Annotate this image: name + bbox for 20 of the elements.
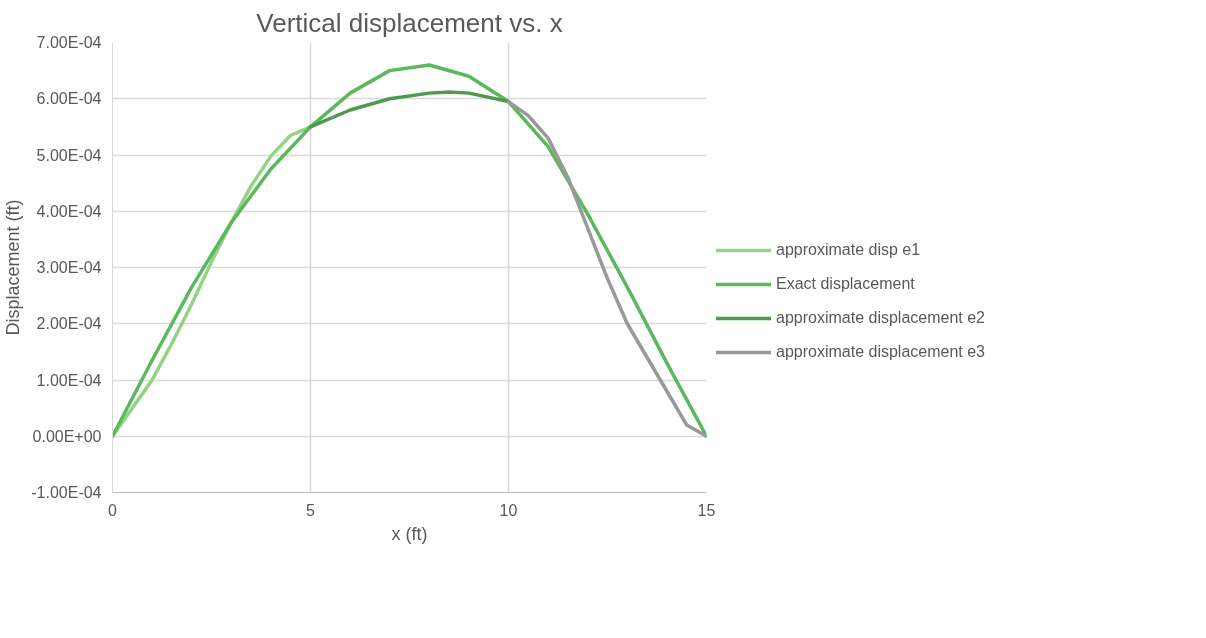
y-tick-label: 0.00E+00 xyxy=(32,427,102,445)
x-tick-label: 5 xyxy=(306,501,316,519)
legend-label: approximate displacement e3 xyxy=(776,343,986,361)
x-tick-label: 10 xyxy=(499,501,518,519)
y-tick-label: 1.00E-04 xyxy=(36,371,102,389)
legend-label: approximate displacement e2 xyxy=(776,309,986,327)
y-tick-label: 2.00E-04 xyxy=(36,315,102,333)
x-tick-label: 0 xyxy=(108,501,118,519)
x-axis-title: x (ft) xyxy=(391,523,428,544)
y-tick-label: 6.00E-04 xyxy=(36,90,102,108)
y-tick-label: 3.00E-04 xyxy=(36,259,102,276)
y-tick-label: -1.00E-04 xyxy=(31,484,102,501)
legend-label: Exact displacement xyxy=(776,275,915,293)
y-tick-label: 4.00E-04 xyxy=(36,202,102,220)
y-tick-label: 7.00E-04 xyxy=(36,34,102,51)
y-axis-title: Displacement (ft) xyxy=(3,199,24,336)
legend-label: approximate disp e1 xyxy=(776,241,921,259)
chart-title: Vertical displacement vs. x xyxy=(256,7,563,38)
x-tick-label: 15 xyxy=(697,501,716,519)
y-tick-label: 5.00E-04 xyxy=(36,146,102,164)
